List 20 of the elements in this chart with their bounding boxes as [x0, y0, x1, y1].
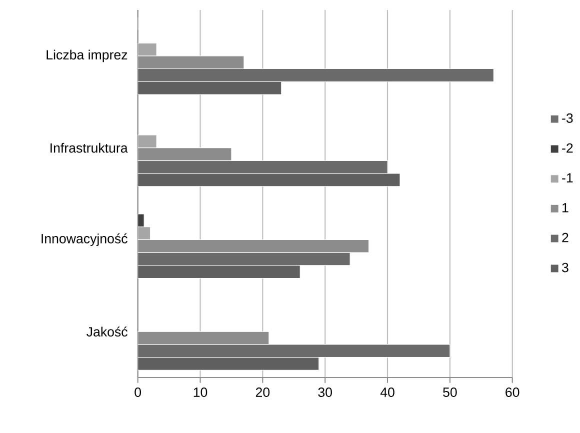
bar: [138, 239, 370, 253]
legend-label: -1: [562, 173, 573, 182]
x-tick-label: 50: [443, 387, 457, 397]
y-tick-label: Jakość: [86, 326, 128, 336]
x-tick-label: 40: [380, 387, 394, 397]
legend-label: 1: [562, 202, 568, 212]
legend-label: 3: [562, 262, 568, 272]
y-tick-label: Innowacyjność: [42, 233, 128, 246]
bar: [138, 147, 232, 161]
x-tick-label: 60: [506, 387, 520, 397]
x-tick-label: 20: [256, 387, 270, 397]
x-tick-label: 30: [318, 387, 332, 397]
x-tick-label: 0: [134, 387, 142, 397]
bar: [138, 55, 244, 69]
y-tick-label: Infrastruktura: [50, 142, 128, 152]
y-tick-label: Liczba imprez: [46, 50, 128, 62]
legend-label: -2: [562, 143, 573, 152]
legend-label: -3: [562, 113, 573, 123]
x-tick-label: 10: [194, 387, 208, 397]
legend-label: 2: [562, 232, 568, 242]
